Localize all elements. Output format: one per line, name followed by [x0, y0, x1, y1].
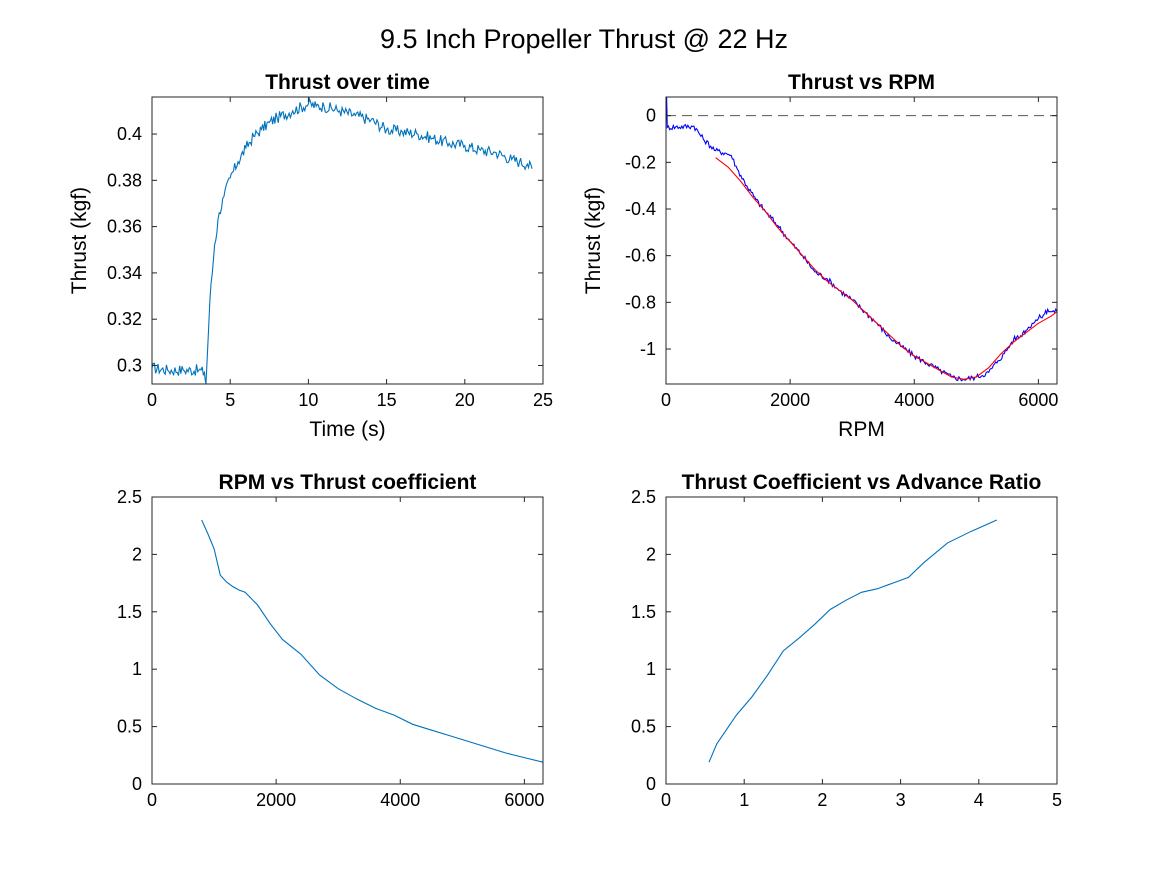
y-tick-label: -0.8	[625, 292, 656, 312]
y-tick-label: 0.3	[117, 355, 142, 375]
series-line-1	[152, 97, 533, 384]
x-tick-label: 4000	[894, 390, 934, 410]
x-tick-label: 2000	[256, 790, 296, 810]
x-tick-label: 4000	[380, 790, 420, 810]
y-tick-label: 1	[132, 659, 142, 679]
y-axis-label: Thrust (kgf)	[582, 187, 605, 294]
subplot-title: Thrust Coefficient vs Advance Ratio	[682, 471, 1042, 494]
x-tick-label: 1	[739, 790, 749, 810]
y-tick-label: 1	[646, 659, 656, 679]
y-tick-label: 0	[132, 774, 142, 794]
y-tick-label: -1	[640, 339, 656, 359]
x-tick-label: 20	[455, 390, 475, 410]
y-tick-label: 0.36	[107, 217, 142, 237]
x-tick-label: 15	[377, 390, 397, 410]
x-tick-label: 4	[974, 790, 984, 810]
subplot-title: RPM vs Thrust coefficient	[219, 471, 477, 494]
subplot-title: Thrust vs RPM	[788, 71, 935, 94]
y-tick-label: 0.5	[117, 717, 142, 737]
y-tick-label: -0.4	[625, 199, 656, 219]
axes-box	[665, 496, 1058, 785]
y-tick-label: 0.32	[107, 309, 142, 329]
series-line-2	[715, 157, 1057, 380]
x-tick-label: 0	[147, 390, 157, 410]
y-tick-label: 1.5	[117, 602, 142, 622]
y-tick-label: 0	[646, 774, 656, 794]
subplot-rpm-vs-thrust-coefficient: 0 2000 4000 6000 0 0.5 1 1.5 2 2.5 RPM vs Thrust c…	[117, 471, 544, 810]
y-tick-label: -0.6	[625, 246, 656, 266]
x-tick-label: 2	[817, 790, 827, 810]
x-tick-label: 0	[661, 790, 671, 810]
subplot-thrust-vs-rpm: 0 2000 4000 6000 0 -0.2 -0.4 -0.6 -0.8 -1 Thrust v…	[582, 71, 1058, 441]
y-tick-label: 2.5	[631, 487, 656, 507]
subplot-thrust-coefficient-vs-advance-ratio: 0 1 2 3 4 5 0 0.5 1 1.5 2 2.5 Thrust Coefficient vs …	[631, 471, 1062, 810]
y-tick-label: 0.5	[631, 717, 656, 737]
x-axis-label: Time (s)	[309, 418, 385, 441]
y-tick-label: 0.38	[107, 170, 142, 190]
y-axis-label: Thrust (kgf)	[68, 187, 91, 294]
axes-box	[665, 96, 1058, 385]
x-tick-label: 0	[661, 390, 671, 410]
x-tick-label: 6000	[504, 790, 544, 810]
x-tick-label: 5	[1052, 790, 1062, 810]
subplot-title: Thrust over time	[265, 71, 430, 94]
x-tick-label: 0	[147, 790, 157, 810]
x-tick-label: 6000	[1018, 390, 1058, 410]
y-tick-label: 2	[132, 544, 142, 564]
x-tick-label: 10	[298, 390, 318, 410]
axes-box	[151, 96, 544, 385]
series-line-1	[708, 519, 998, 763]
x-axis-label: RPM	[838, 418, 885, 441]
series-line-1	[201, 519, 543, 763]
x-tick-label: 3	[896, 790, 906, 810]
figure-title: 9.5 Inch Propeller Thrust @ 22 Hz	[380, 24, 788, 54]
y-tick-label: 1.5	[631, 602, 656, 622]
x-tick-label: 2000	[770, 390, 810, 410]
axes-box	[151, 496, 544, 785]
x-tick-label: 25	[533, 390, 553, 410]
y-tick-label: 2.5	[117, 487, 142, 507]
y-tick-label: -0.2	[625, 152, 656, 172]
y-tick-label: 0.34	[107, 263, 142, 283]
y-tick-label: 2	[646, 544, 656, 564]
x-tick-label: 5	[225, 390, 235, 410]
y-tick-label: 0	[646, 106, 656, 126]
y-tick-label: 0.4	[117, 124, 142, 144]
subplot-thrust-over-time: 0 5 10 15 20 25 0.3 0.32 0.34 0.36 0.38 0.4 Thrust o…	[68, 71, 553, 441]
